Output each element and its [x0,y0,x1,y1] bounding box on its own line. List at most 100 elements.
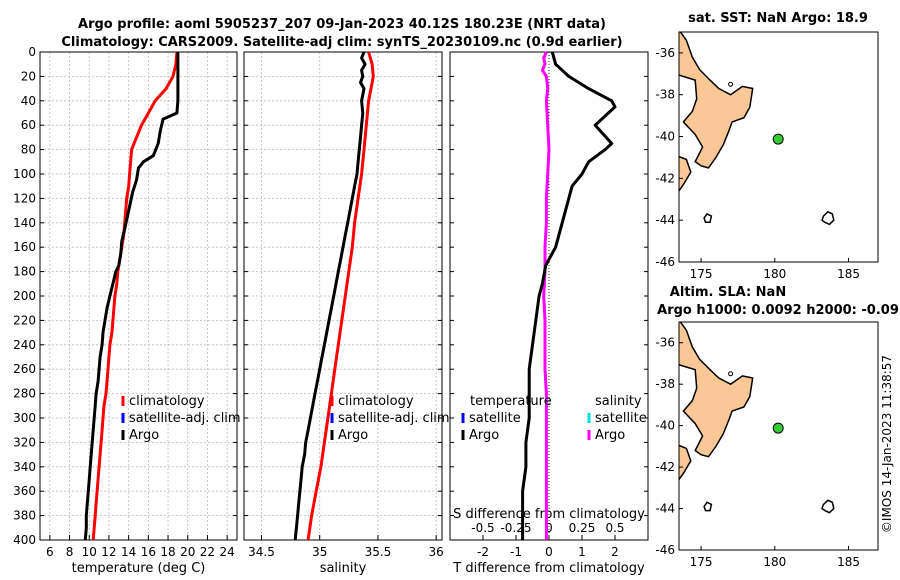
depth-tick-label: 220 [13,313,36,327]
map1-title: sat. SST: NaN Argo: 18.9 [688,11,868,26]
x-tick-label: 22 [200,545,215,559]
argo-float-marker [772,133,784,145]
lat-tick-label: -46 [655,543,675,557]
depth-tick-label: 160 [13,240,36,254]
depth-tick-label: 240 [13,338,36,352]
series-s-difference-argo [540,51,551,540]
small-island [728,81,734,87]
depth-tick-label: 140 [13,216,36,230]
legend-label: climatology [338,394,414,409]
map2-subtitle: Argo h1000: 0.0092 h2000: -0.09 [657,303,899,318]
legend-label: Argo [469,428,499,443]
depth-tick-label: 100 [13,167,36,181]
legend-label: satellite [469,411,521,426]
lon-tick-label: 185 [837,555,860,569]
lat-tick-label: -46 [655,255,675,269]
lon-tick-label: 175 [690,267,713,281]
depth-tick-label: 400 [13,533,36,547]
figure-title-line1: Argo profile: aoml 5905237_207 09-Jan-20… [78,17,606,32]
series-argo [83,52,180,541]
depth-tick-label: 340 [13,460,36,474]
depth-tick-label: 40 [21,94,36,108]
x-tick-label: 35 [312,545,327,559]
south-island [679,444,692,481]
lat-tick-label: -44 [655,502,675,516]
south-island [679,155,692,193]
x-tick-label: 24 [220,545,235,559]
legend-temperature-title: temperature [470,394,552,409]
depth-tick-label: 120 [13,191,36,205]
x-axis-label: T difference from climatology [452,561,645,576]
timestamp-watermark: ©IMOS 14-Jan-2023 11:38:57 [880,355,894,533]
depth-tick-label: 380 [13,509,36,523]
lat-tick-label: -40 [655,419,675,433]
depth-tick-label: 260 [13,362,36,376]
series-climatology [91,51,179,541]
lon-tick-label: 180 [763,267,786,281]
depth-tick-label: 80 [21,143,36,157]
lat-tick-label: -38 [655,377,675,391]
legend-label: satellite-adj. clim [129,411,241,426]
x-tick-label: 20 [180,545,195,559]
depth-tick-label: 360 [13,484,36,498]
lat-tick-label: -40 [655,130,675,144]
series-climatology [306,51,375,541]
lat-tick-label: -36 [655,46,675,60]
top-tick-label: -0.5 [471,521,494,535]
lon-tick-label: 175 [690,555,713,569]
map-frame [678,321,879,551]
map2-title: Altim. SLA: NaN [670,285,786,300]
lon-tick-label: 180 [763,555,786,569]
chatham-island [821,499,835,514]
north-island [679,32,754,169]
legend-salinity-title: salinity [595,394,642,409]
lat-tick-label: -42 [655,171,675,185]
sla-map-panel: 175 180 185 -36 -38 -40 -42 -44 -46 [655,321,879,569]
top-tick-label: -0.25 [500,521,531,535]
top-tick-label: 0.5 [605,521,624,535]
legend-label: Argo [129,428,159,443]
island-outline [703,212,713,224]
depth-tick-label: 60 [21,118,36,132]
depth-tick-label: 20 [21,69,36,83]
lat-tick-label: -38 [655,88,675,102]
island-outline [703,501,713,512]
legend-label: climatology [129,394,205,409]
map-frame [678,31,879,263]
depth-tick-label: 320 [13,435,36,449]
top-tick-label: 0 [545,521,553,535]
x-tick-label: 2 [611,545,619,559]
lat-tick-label: -44 [655,213,675,227]
lat-tick-label: -42 [655,460,675,474]
map-coastlines [679,322,835,514]
argo-float-marker [772,422,784,434]
x-axis-label: salinity [320,561,367,576]
x-tick-label: 1 [578,545,586,559]
salinity-panel: 34.5 35 35.5 36 salinity climatology satellite… [243,51,450,576]
x-tick-label: -2 [477,545,489,559]
legend-label: Argo [338,428,368,443]
x-tick-label: 10 [82,545,97,559]
x-tick-label: 18 [160,545,175,559]
depth-tick-label: 0 [28,45,36,59]
map-coastlines [679,32,835,226]
x-tick-label: 6 [46,545,54,559]
depth-tick-label: 200 [13,289,36,303]
x-tick-label: 35.5 [365,545,392,559]
depth-tick-label: 280 [13,387,36,401]
x-tick-label: 34.5 [248,545,275,559]
x-tick-label: 12 [101,545,116,559]
legend-label: satellite-adj. clim [338,411,450,426]
series-t-difference-argo [521,51,617,540]
small-island [728,371,734,377]
temperature-panel: 6 8 10 12 14 16 18 20 22 240204060801001201401601… [13,45,241,576]
top-tick-label: 0.25 [569,521,596,535]
top-axis-label: S difference from climatology [453,507,645,522]
x-tick-label: 16 [141,545,156,559]
legend-label: satellite [595,411,647,426]
difference-panel: -2 -1 0 1 2 -0.5 -0.25 0 0.25 0.5S difference fro… [449,51,649,576]
x-tick-label: -1 [510,545,522,559]
lon-tick-label: 185 [837,267,860,281]
sst-map-panel: 175 180 185 -36 -38 -40 -42 -44 -46 [655,31,879,281]
